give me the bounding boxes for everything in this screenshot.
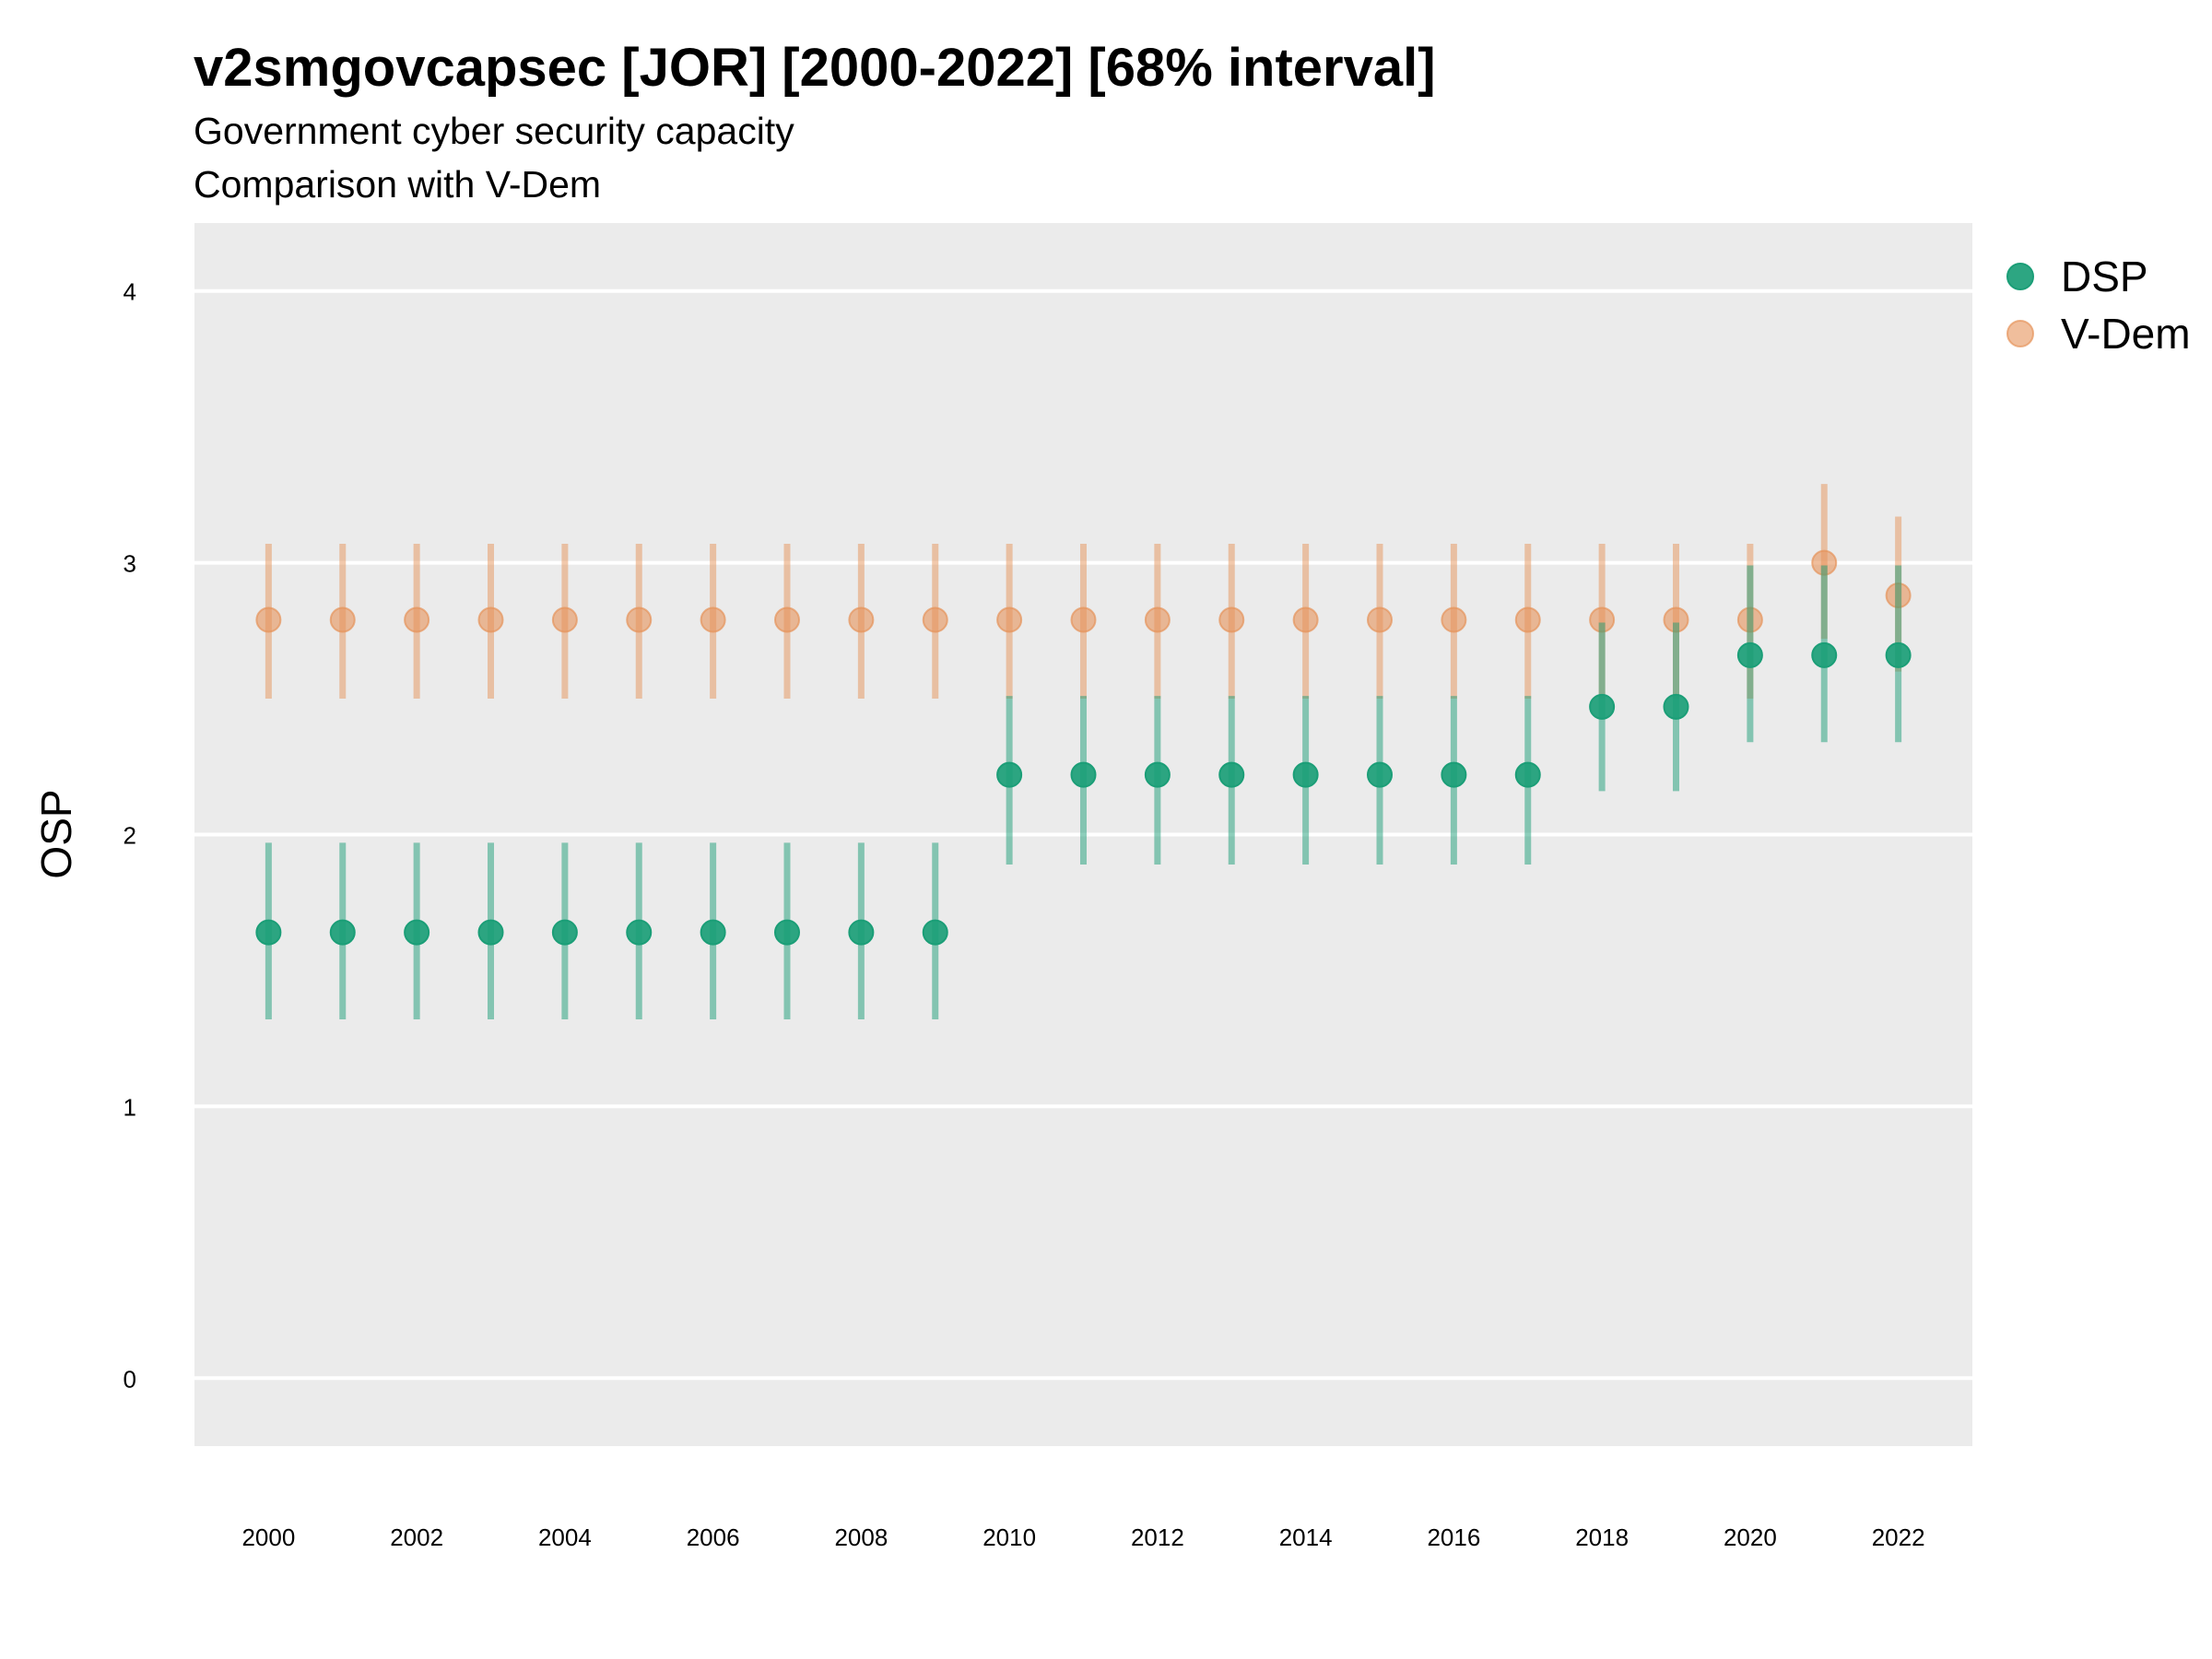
data-point [774, 919, 800, 946]
data-point [1070, 761, 1097, 788]
data-point [551, 919, 578, 946]
data-point [626, 919, 653, 946]
y-tick-label: 1 [124, 1093, 136, 1121]
data-point [404, 606, 430, 633]
series-dsp [255, 565, 1912, 1020]
data-point [477, 919, 504, 946]
data-point [1144, 606, 1171, 633]
data-point [996, 606, 1023, 633]
y-tick-label: 2 [124, 822, 136, 850]
data-point [848, 919, 875, 946]
data-point [1292, 606, 1319, 633]
x-tick-label: 2020 [1724, 1524, 1777, 1551]
data-point [1736, 641, 1763, 668]
x-tick-label: 2016 [1427, 1524, 1480, 1551]
data-point [1885, 641, 1912, 668]
x-tick-label: 2010 [982, 1524, 1036, 1551]
x-tick-label: 2018 [1575, 1524, 1629, 1551]
x-tick-label: 2006 [687, 1524, 740, 1551]
x-tick-label: 2002 [390, 1524, 443, 1551]
data-point [848, 606, 875, 633]
x-axis-ticks: 2000 2002 2004 2006 2008 2010 2012 2014 2016 2018… [241, 1524, 1924, 1551]
y-axis-title: OSP [32, 789, 80, 878]
legend: DSP V-Dem [2006, 253, 2191, 358]
data-point [1070, 606, 1097, 633]
data-point [700, 606, 726, 633]
x-tick-label: 2022 [1872, 1524, 1925, 1551]
data-point [255, 606, 282, 633]
y-tick-label: 3 [124, 550, 136, 578]
data-point [1218, 761, 1245, 788]
chart-title: v2smgovcapsec [JOR] [2000-2022] [68% int… [194, 38, 1436, 98]
legend-label: DSP [2061, 253, 2148, 300]
y-axis-ticks: 0 1 2 3 4 [124, 278, 136, 1394]
series-v-dem [255, 484, 1912, 700]
data-point [1367, 761, 1393, 788]
x-tick-label: 2012 [1131, 1524, 1184, 1551]
data-point [551, 606, 578, 633]
legend-marker [2006, 320, 2034, 347]
data-point [1441, 606, 1467, 633]
data-point [1514, 761, 1541, 788]
data-point [1292, 761, 1319, 788]
data-point [477, 606, 504, 633]
data-point [996, 761, 1023, 788]
data-point [626, 606, 653, 633]
data-point [1144, 761, 1171, 788]
data-point [404, 919, 430, 946]
data-point [1663, 693, 1689, 720]
data-point [774, 606, 800, 633]
x-tick-label: 2014 [1279, 1524, 1333, 1551]
legend-marker [2006, 263, 2034, 290]
data-point [1589, 693, 1616, 720]
data-point [1441, 761, 1467, 788]
data-point [1514, 606, 1541, 633]
data-point [1811, 641, 1838, 668]
data-point [1218, 606, 1245, 633]
data-point [922, 919, 948, 946]
x-tick-label: 2000 [241, 1524, 295, 1551]
data-point [255, 919, 282, 946]
data-point [329, 919, 356, 946]
y-tick-label: 0 [124, 1365, 136, 1393]
data-point [1367, 606, 1393, 633]
x-tick-label: 2008 [834, 1524, 888, 1551]
chart-subtitle-line-2: Comparison with V-Dem [194, 163, 601, 206]
y-tick-label: 4 [124, 278, 136, 306]
series-layer [255, 484, 1912, 1020]
legend-label: V-Dem [2061, 310, 2191, 358]
chart-subtitle-line-1: Government cyber security capacity [194, 110, 794, 152]
data-point [922, 606, 948, 633]
x-tick-label: 2004 [538, 1524, 592, 1551]
data-point [329, 606, 356, 633]
data-point [700, 919, 726, 946]
